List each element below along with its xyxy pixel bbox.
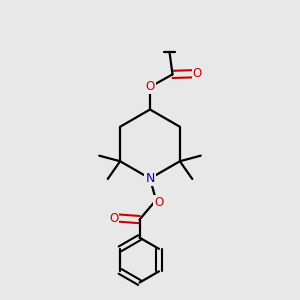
Text: O: O xyxy=(109,212,118,225)
Text: O: O xyxy=(146,80,154,94)
Text: N: N xyxy=(145,172,155,185)
Text: O: O xyxy=(193,67,202,80)
Text: O: O xyxy=(154,196,164,209)
